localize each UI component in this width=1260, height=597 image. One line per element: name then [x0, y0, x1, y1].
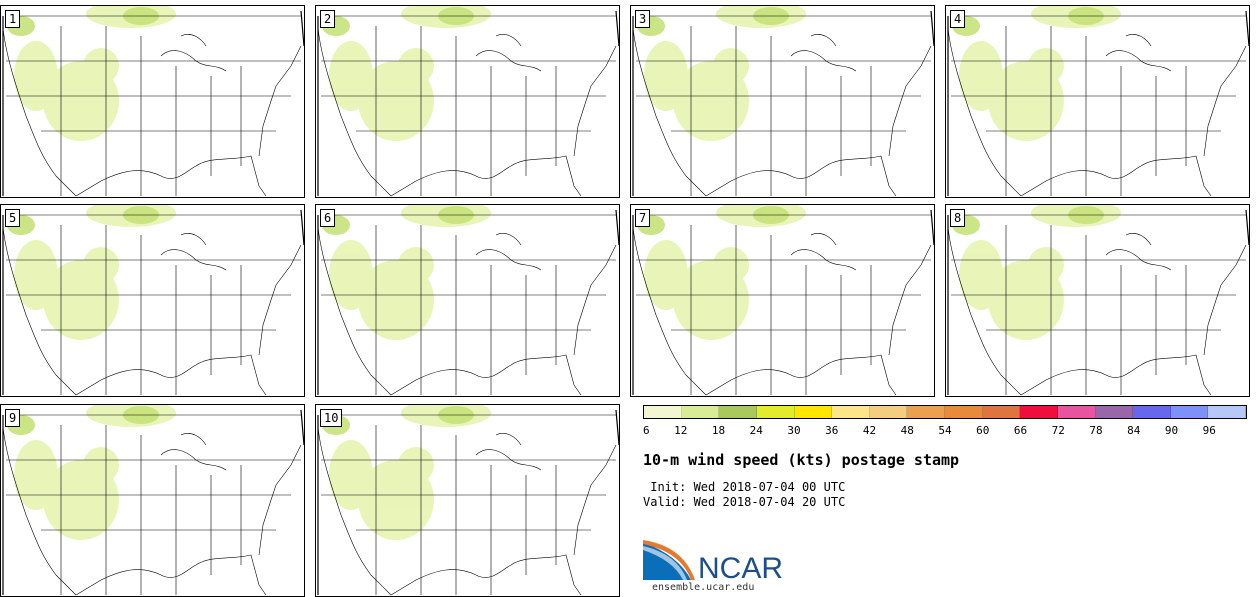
- colorbar-tick-label: 72: [1051, 424, 1065, 437]
- colorbar-tick-label: 78: [1089, 424, 1103, 437]
- map-panel-6: 6: [315, 204, 620, 397]
- panel-label: 9: [5, 409, 21, 427]
- map-panel-8: 8: [945, 204, 1250, 397]
- colorbar-tick-label: 48: [900, 424, 914, 437]
- panel-label: 1: [5, 10, 21, 28]
- colorbar-swatch: [681, 406, 720, 418]
- colorbar-tick-label: 54: [938, 424, 952, 437]
- map-panel-5: 5: [0, 204, 305, 397]
- colorbar-tick-label: 36: [825, 424, 839, 437]
- map-panel-4: 4: [945, 5, 1250, 198]
- map-panel-3: 3: [630, 5, 935, 198]
- colorbar-swatch: [1133, 406, 1171, 418]
- ncar-logo-text: NCAR: [698, 552, 783, 582]
- colorbar-tick-label: 90: [1164, 424, 1179, 437]
- panel-label: 5: [5, 209, 21, 227]
- colorbar-tick-label: 42: [862, 424, 877, 437]
- colorbar-ticks: 6 12 18 24 30 36 42 48 54 60 66 72 78 84 90 96: [643, 424, 1247, 440]
- plot-title: 10-m wind speed (kts) postage stamp: [643, 451, 960, 469]
- footer-url: ensemble.ucar.edu: [652, 582, 755, 593]
- colorbar-swatch: [832, 406, 870, 418]
- map-panel-9: 9: [0, 404, 305, 597]
- colorbar-swatch: [1095, 406, 1134, 418]
- colorbar-swatch: [945, 406, 983, 418]
- panel-label: 8: [950, 209, 966, 227]
- map-panel-2: 2: [315, 5, 620, 198]
- colorbar-swatch: [719, 406, 757, 418]
- colorbar-swatch: [869, 406, 908, 418]
- panel-label: 3: [635, 10, 651, 28]
- colorbar-tick-label: 84: [1127, 424, 1141, 437]
- panel-label: 6: [320, 209, 336, 227]
- map-panel-10: 10: [315, 404, 620, 597]
- colorbar-tick-label: 24: [749, 424, 763, 437]
- colorbar-tick-label: 66: [1013, 424, 1028, 437]
- colorbar: [643, 405, 1247, 419]
- panel-label: 2: [320, 10, 336, 28]
- map-panel-7: 7: [630, 204, 935, 397]
- colorbar-swatch: [644, 406, 682, 418]
- panel-label: 4: [950, 10, 966, 28]
- colorbar-tick-label: 18: [711, 424, 726, 437]
- colorbar-swatch: [794, 406, 833, 418]
- panel-label: 7: [635, 209, 651, 227]
- colorbar-swatch: [907, 406, 945, 418]
- map-panel-1: 1: [0, 5, 305, 198]
- colorbar-tick-label: 96: [1202, 424, 1216, 437]
- init-time: Init: Wed 2018-07-04 00 UTC: [643, 480, 846, 494]
- colorbar-swatch: [1057, 406, 1096, 418]
- ncar-logo: NCAR: [643, 540, 783, 582]
- colorbar-swatch: [1170, 406, 1209, 418]
- colorbar-swatch: [1208, 406, 1246, 418]
- colorbar-swatch: [982, 406, 1021, 418]
- colorbar-swatch: [1020, 406, 1058, 418]
- valid-time: Valid: Wed 2018-07-04 20 UTC: [643, 495, 846, 509]
- colorbar-tick-label: 60: [976, 424, 990, 437]
- colorbar-swatch: [756, 406, 795, 418]
- colorbar-tick-label: 6: [643, 424, 650, 437]
- colorbar-tick-label: 12: [674, 424, 688, 437]
- panel-label: 10: [320, 409, 343, 427]
- colorbar-tick-label: 30: [787, 424, 801, 437]
